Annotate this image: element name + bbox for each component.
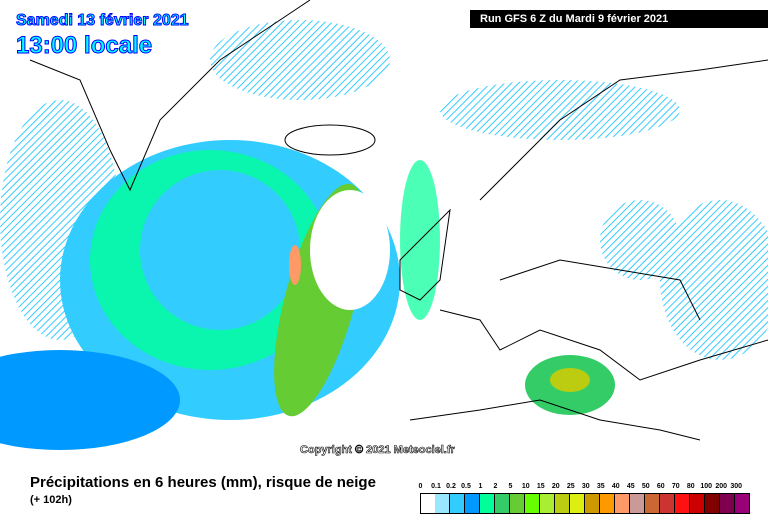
- legend-swatch: [525, 493, 540, 514]
- copyright: Copyright © 2021 Meteociel.fr: [300, 444, 455, 457]
- legend-swatch: [540, 493, 555, 514]
- precipitation-areas: [0, 124, 615, 450]
- legend-swatch: [465, 493, 480, 514]
- legend-swatch: [420, 493, 436, 514]
- legend-label: 100: [700, 483, 713, 490]
- legend-label: 0.1: [431, 483, 441, 490]
- legend-swatch: [645, 493, 660, 514]
- model-run-label: Run GFS 6 Z du Mardi 9 février 2021: [470, 10, 768, 28]
- forecast-date: Samedi 13 février 2021: [16, 12, 190, 30]
- legend-swatch: [705, 493, 720, 514]
- legend-swatch: [450, 493, 465, 514]
- legend-swatch: [435, 493, 450, 514]
- legend-label: 35: [596, 483, 605, 490]
- legend-label: 20: [551, 483, 560, 490]
- legend-swatch: [495, 493, 510, 514]
- legend-item: 300: [730, 483, 750, 514]
- map-title: Précipitations en 6 heures (mm), risque …: [30, 474, 376, 491]
- legend-label: 45: [626, 483, 635, 490]
- legend-label: 80: [686, 483, 695, 490]
- legend-label: 15: [536, 483, 545, 490]
- legend-label: 60: [656, 483, 665, 490]
- legend-label: 1: [478, 483, 483, 490]
- legend-swatch: [480, 493, 495, 514]
- legend-label: 25: [566, 483, 575, 490]
- forecast-time: 13:00 locale: [15, 32, 153, 60]
- legend-label: 5: [508, 483, 513, 490]
- legend-label: 0.2: [446, 483, 456, 490]
- legend-label: 0.5: [461, 483, 471, 490]
- legend-label: 300: [730, 483, 743, 490]
- legend-label: 200: [715, 483, 728, 490]
- legend-label: 70: [671, 483, 680, 490]
- legend-label: 10: [521, 483, 530, 490]
- legend-swatch: [600, 493, 615, 514]
- coastlines: [29, 0, 768, 441]
- legend-label: 0: [418, 483, 423, 490]
- legend-swatch: [735, 493, 750, 514]
- legend-swatch: [630, 493, 645, 514]
- legend-swatch: [555, 493, 570, 514]
- legend-swatch: [615, 493, 630, 514]
- legend-swatch: [720, 493, 735, 514]
- precipitation-map: [0, 0, 768, 450]
- legend-swatch: [690, 493, 705, 514]
- legend-label: 2: [493, 483, 498, 490]
- legend-swatch: [585, 493, 600, 514]
- snow-risk-areas: [0, 20, 768, 360]
- legend-label: 30: [581, 483, 590, 490]
- legend-swatch: [510, 493, 525, 514]
- color-legend: 0 0.1 0.2 0.5 1 2 5 10 15 20 25 30 35 40 45 50 60 70 80 100…: [418, 483, 750, 514]
- legend-swatch: [675, 493, 690, 514]
- legend-label: 50: [641, 483, 650, 490]
- legend-swatch: [660, 493, 675, 514]
- legend-swatch: [570, 493, 585, 514]
- legend-label: 40: [611, 483, 620, 490]
- lead-time: (+ 102h): [30, 494, 72, 506]
